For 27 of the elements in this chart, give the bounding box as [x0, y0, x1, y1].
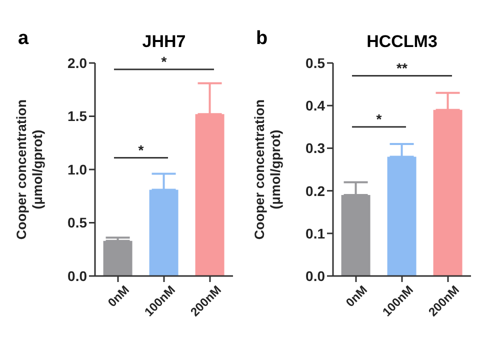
chart-title: HCCLM3 [366, 32, 438, 52]
bar [387, 156, 416, 276]
text: b [256, 28, 268, 50]
y-tick-label: 0.2 [306, 182, 326, 199]
y-tick-label: 2.0 [68, 54, 88, 71]
chart-title: JHH7 [141, 32, 187, 52]
y-tick-label: 0.5 [68, 214, 88, 231]
annotation: * [376, 110, 382, 127]
bar [195, 114, 224, 276]
bar [341, 195, 370, 276]
annotation: * [161, 53, 168, 70]
bar [433, 110, 462, 276]
annotation: * [138, 142, 144, 158]
y-tick-label: 0.4 [306, 98, 326, 114]
y-tick-label: 0.5 [306, 54, 326, 71]
y-tick-label: 0.0 [306, 268, 326, 284]
y-tick-label: 0.0 [68, 268, 88, 284]
y-tick-label: 1.0 [68, 161, 88, 178]
y-axis-title: Cooper concentration (μmol/gprot) [252, 99, 283, 240]
annotation: ** [396, 60, 408, 76]
bar [103, 240, 132, 276]
y-tick-label: 1.5 [68, 108, 88, 124]
y-tick-label: 0.3 [306, 140, 326, 156]
y-tick-label: 0.1 [306, 225, 326, 242]
bar [149, 190, 178, 276]
y-axis-title: Cooper concentration (μmol/gprot) [14, 99, 45, 240]
text: a [18, 28, 29, 50]
